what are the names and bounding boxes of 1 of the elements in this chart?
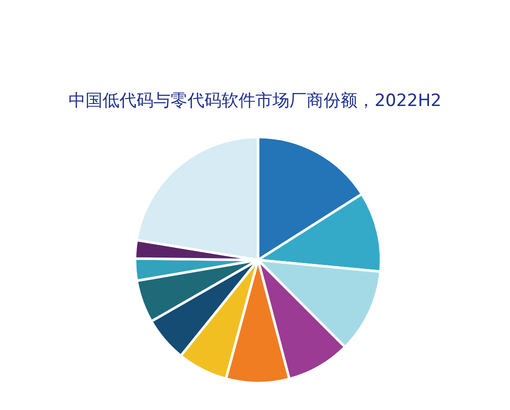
title: 中国低代码与零代码软件市场厂商份额，2022H2 xyxy=(68,91,442,111)
